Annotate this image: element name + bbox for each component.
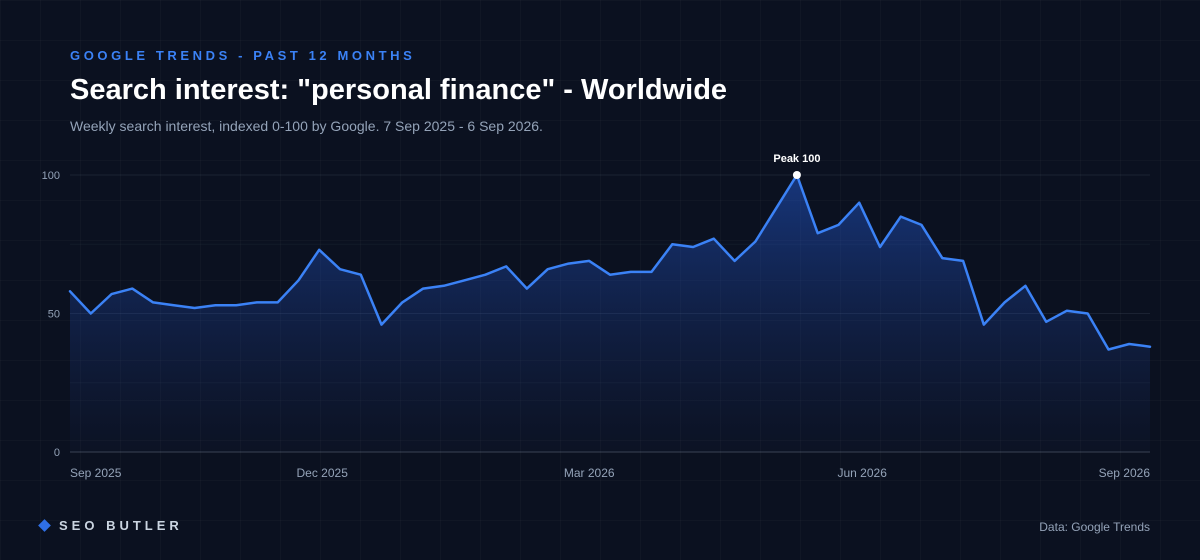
x-tick-label: Sep 2026 <box>1099 466 1151 480</box>
data-point <box>587 258 592 263</box>
data-point <box>504 264 509 269</box>
data-point <box>711 236 716 241</box>
data-point <box>524 286 529 291</box>
data-point <box>1127 341 1132 346</box>
data-point <box>1106 347 1111 352</box>
data-point <box>254 300 259 305</box>
brand-name: SEO BUTLER <box>59 518 183 533</box>
data-point <box>275 300 280 305</box>
data-point <box>1064 308 1069 313</box>
data-point <box>171 303 176 308</box>
data-point <box>130 286 135 291</box>
data-point <box>234 303 239 308</box>
data-point <box>774 206 779 211</box>
data-point <box>379 322 384 327</box>
data-point <box>836 222 841 227</box>
data-point <box>1023 283 1028 288</box>
data-point <box>358 272 363 277</box>
x-tick-label: Dec 2025 <box>297 466 349 480</box>
brand: SEO BUTLER <box>38 518 183 533</box>
data-point <box>1002 300 1007 305</box>
peak-label: Peak 100 <box>773 153 820 165</box>
data-point <box>649 269 654 274</box>
x-tick-label: Jun 2026 <box>838 466 888 480</box>
data-point <box>151 300 156 305</box>
data-point <box>338 267 343 272</box>
data-point <box>566 261 571 266</box>
data-point <box>919 222 924 227</box>
data-point <box>628 269 633 274</box>
eyebrow-label: GOOGLE TRENDS - PAST 12 MONTHS <box>70 48 416 63</box>
peak-marker <box>792 171 801 179</box>
data-point <box>1085 311 1090 316</box>
data-point <box>317 247 322 252</box>
data-point <box>441 283 446 288</box>
data-point <box>670 242 675 247</box>
y-tick-label: 0 <box>54 447 60 459</box>
data-point <box>462 278 467 283</box>
x-tick-label: Mar 2026 <box>564 466 615 480</box>
data-point <box>940 256 945 261</box>
data-point <box>68 289 73 294</box>
data-point <box>961 258 966 263</box>
data-point <box>400 300 405 305</box>
data-point <box>878 245 883 250</box>
data-point <box>691 245 696 250</box>
series-area <box>70 175 1150 452</box>
data-point <box>109 292 114 297</box>
data-point <box>815 231 820 236</box>
data-point <box>732 258 737 263</box>
data-source: Data: Google Trends <box>1039 520 1150 534</box>
series-line <box>68 173 1152 351</box>
data-point <box>1044 319 1049 324</box>
data-point <box>213 303 218 308</box>
data-point <box>981 322 986 327</box>
data-point <box>296 278 301 283</box>
data-point <box>857 200 862 205</box>
data-point <box>608 272 613 277</box>
chart-subtitle: Weekly search interest, indexed 0-100 by… <box>70 118 543 134</box>
data-point <box>88 311 93 316</box>
data-point <box>1148 344 1153 349</box>
peak-annotation: Peak 100 <box>773 153 820 179</box>
data-point <box>898 214 903 219</box>
data-point <box>545 267 550 272</box>
axes: 0 50 100 Sep 2025 Dec 2025 Mar 2026 Jun 2026 Se… <box>42 170 1151 480</box>
x-tick-label: Sep 2025 <box>70 466 122 480</box>
chart-title: Search interest: "personal finance" - Wo… <box>70 74 728 106</box>
y-tick-label: 50 <box>48 309 60 321</box>
y-tick-label: 100 <box>42 170 60 182</box>
diamond-icon <box>38 519 51 532</box>
data-point <box>753 239 758 244</box>
data-point <box>483 272 488 277</box>
data-point <box>192 305 197 310</box>
data-point <box>421 286 426 291</box>
